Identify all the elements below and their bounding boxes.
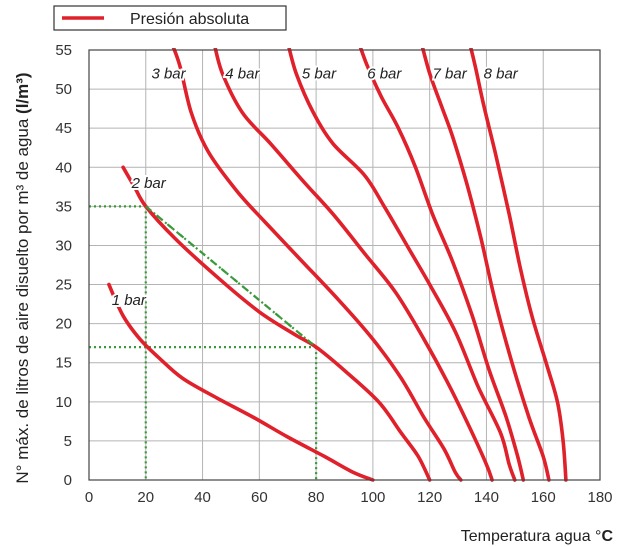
legend-label: Presión absoluta — [130, 11, 249, 28]
svg-text:N° máx. de litros de aire disu: N° máx. de litros de aire disuelto por m… — [13, 72, 32, 483]
curve-5-bar — [287, 48, 517, 482]
svg-text:Temperatura agua °C: Temperatura agua °C — [461, 528, 614, 545]
pressure-curves — [107, 48, 568, 482]
guide-overlay-2bar — [145, 205, 317, 348]
curve-labels: 1 bar 2 bar 3 bar 4 bar 5 bar 6 bar 7 bar 8 bar — [110, 63, 521, 311]
curve-label-3: 4 bar — [225, 65, 260, 82]
curve-label-1: 2 bar — [131, 175, 167, 192]
curve-label-2: 3 bar — [151, 65, 186, 82]
y-tick-label-7: 35 — [55, 198, 72, 215]
y-tick-label-6: 30 — [55, 237, 72, 254]
x-tick-label-8: 160 — [531, 489, 556, 506]
y-tick-label-9: 45 — [55, 120, 72, 137]
plot-border — [88, 49, 601, 481]
x-tick-label-5: 100 — [360, 489, 385, 506]
y-tick-label-4: 20 — [55, 316, 72, 333]
x-tick-label-9: 180 — [587, 489, 612, 506]
curve-label-6: 7 bar — [433, 65, 468, 82]
curve-label-5: 6 bar — [367, 65, 402, 82]
curve-7-bar — [420, 48, 551, 482]
grid-lines — [88, 49, 601, 481]
curve-3-bar — [171, 48, 463, 482]
y-tick-labels: 0 5 10 15 20 25 30 35 40 45 50 55 — [55, 42, 72, 489]
x-tick-label-6: 120 — [417, 489, 442, 506]
x-tick-label-1: 20 — [137, 489, 154, 506]
x-tick-label-3: 60 — [251, 489, 268, 506]
y-tick-label-11: 55 — [55, 42, 72, 59]
curve-6-bar — [358, 48, 526, 482]
y-tick-label-5: 25 — [55, 277, 72, 294]
curve-label-4: 5 bar — [302, 65, 337, 82]
x-tick-label-2: 40 — [194, 489, 211, 506]
y-tick-label-0: 0 — [64, 472, 72, 489]
x-tick-label-0: 0 — [85, 489, 93, 506]
y-tick-label-10: 50 — [55, 81, 72, 98]
y-tick-label-3: 15 — [55, 355, 72, 372]
x-tick-label-7: 140 — [474, 489, 499, 506]
x-axis-title-text: Temperatura agua ° — [461, 528, 602, 545]
y-axis-title: N° máx. de litros de aire disuelto por m… — [13, 72, 32, 483]
y-tick-label-2: 10 — [55, 394, 72, 411]
y-axis-unit: (l/m³) — [13, 72, 32, 114]
x-tick-label-4: 80 — [308, 489, 325, 506]
x-axis-unit: C — [601, 528, 613, 545]
plot-frame — [88, 49, 601, 481]
curve-4-bar — [213, 48, 494, 482]
curve-1-bar — [107, 282, 375, 482]
legend: Presión absoluta — [53, 5, 287, 31]
x-axis-title: Temperatura agua °C — [461, 528, 614, 545]
x-tick-labels: 0 20 40 60 80 100 120 140 160 180 — [85, 489, 613, 506]
guide-segment-2 — [145, 205, 317, 348]
curve-8-bar — [469, 48, 568, 482]
y-tick-label-8: 40 — [55, 159, 72, 176]
y-tick-label-1: 5 — [64, 433, 72, 450]
y-axis-title-text: N° máx. de litros de aire disuelto por m… — [13, 118, 32, 483]
curve-label-7: 8 bar — [484, 65, 519, 82]
curve-label-0: 1 bar — [112, 292, 147, 309]
